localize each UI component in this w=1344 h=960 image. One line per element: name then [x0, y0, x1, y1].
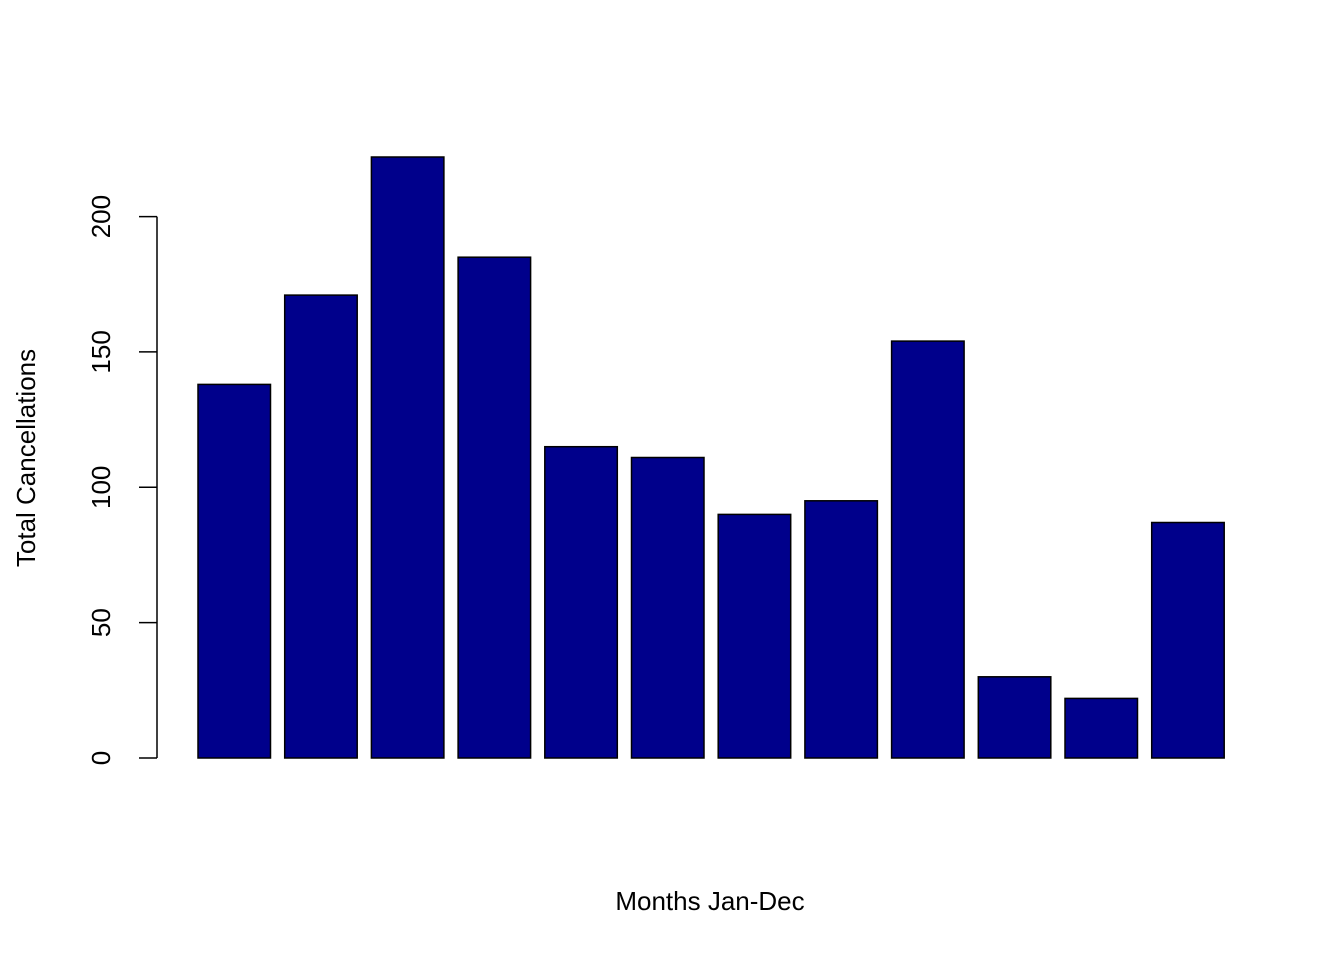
bar-1: [197, 383, 272, 759]
bar-11: [1064, 697, 1139, 759]
bar-4: [457, 256, 532, 759]
bar-9: [890, 340, 965, 759]
bars-group: [197, 156, 1225, 759]
bar-2: [283, 294, 358, 759]
bar-3: [370, 156, 445, 759]
bar-10: [977, 676, 1052, 759]
bar-7: [717, 513, 792, 759]
y-tick-label-150: 150: [86, 330, 116, 373]
bar-8: [804, 500, 879, 759]
bar-5: [544, 445, 619, 759]
x-axis-title: Months Jan-Dec: [615, 886, 804, 916]
y-tick-label-100: 100: [86, 466, 116, 509]
y-tick-label-200: 200: [86, 195, 116, 238]
y-tick-label-50: 50: [86, 608, 116, 637]
y-tick-label-0: 0: [86, 751, 116, 765]
y-axis: 0 50 100 150 200: [86, 195, 158, 765]
bar-6: [630, 456, 705, 759]
bar-12: [1150, 521, 1225, 759]
y-axis-title: Total Cancellations: [11, 349, 41, 567]
